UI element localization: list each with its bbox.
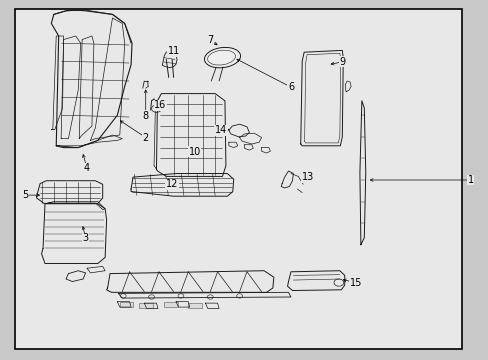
- Polygon shape: [51, 36, 63, 130]
- Polygon shape: [176, 302, 189, 307]
- Polygon shape: [117, 302, 131, 307]
- Bar: [139, 303, 153, 308]
- Text: 6: 6: [287, 82, 293, 92]
- Polygon shape: [37, 181, 102, 203]
- Polygon shape: [228, 124, 249, 137]
- Polygon shape: [144, 303, 158, 309]
- Polygon shape: [239, 133, 261, 144]
- Bar: [188, 303, 202, 308]
- Polygon shape: [287, 271, 344, 291]
- Bar: [163, 302, 177, 307]
- Text: 13: 13: [301, 172, 314, 182]
- Polygon shape: [228, 142, 237, 148]
- Polygon shape: [90, 18, 124, 140]
- Polygon shape: [300, 50, 343, 146]
- Polygon shape: [156, 94, 225, 176]
- Text: 15: 15: [349, 278, 362, 288]
- Polygon shape: [118, 292, 290, 298]
- Polygon shape: [359, 101, 365, 245]
- Text: 12: 12: [165, 179, 178, 189]
- Text: 8: 8: [142, 111, 148, 121]
- Text: 5: 5: [22, 190, 28, 200]
- Polygon shape: [66, 271, 85, 282]
- Polygon shape: [345, 81, 350, 92]
- Text: 10: 10: [188, 147, 201, 157]
- Polygon shape: [51, 10, 132, 148]
- Polygon shape: [106, 271, 273, 292]
- Text: 11: 11: [167, 46, 180, 56]
- Text: 2: 2: [142, 132, 148, 143]
- Text: 7: 7: [207, 35, 213, 45]
- Polygon shape: [45, 202, 105, 210]
- Polygon shape: [131, 174, 233, 196]
- Ellipse shape: [204, 48, 240, 68]
- Text: 4: 4: [84, 163, 90, 173]
- Polygon shape: [261, 148, 270, 153]
- Polygon shape: [244, 145, 253, 150]
- Bar: [120, 302, 133, 307]
- Text: 14: 14: [214, 125, 227, 135]
- Text: 16: 16: [154, 100, 166, 110]
- Polygon shape: [79, 36, 94, 139]
- Polygon shape: [41, 204, 106, 264]
- Polygon shape: [162, 51, 177, 68]
- Text: 1: 1: [467, 175, 473, 185]
- Polygon shape: [87, 266, 105, 273]
- Polygon shape: [205, 303, 219, 309]
- Text: 3: 3: [82, 233, 88, 243]
- Polygon shape: [281, 171, 293, 188]
- Text: 9: 9: [339, 57, 345, 67]
- Polygon shape: [61, 36, 81, 139]
